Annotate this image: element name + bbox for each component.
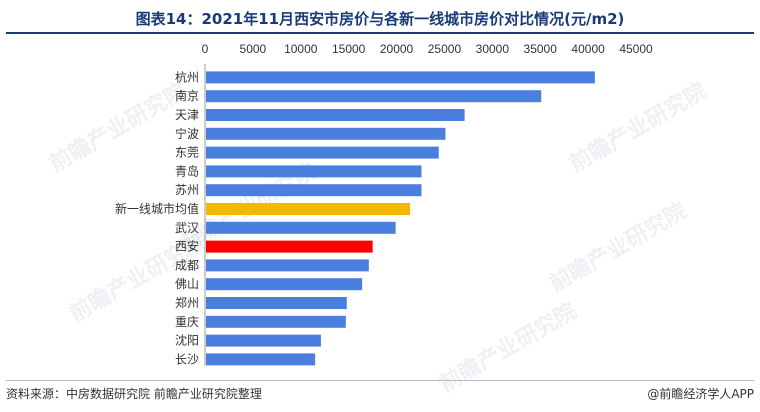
bar-chart: 0 5000 10000 15000 20000 25000 30000 35000 40000… [115, 42, 653, 366]
y-category-label: 新一线城市均值 [115, 201, 199, 216]
y-category-label: 长沙 [175, 352, 199, 366]
y-category-label: 宁波 [175, 126, 199, 141]
bar [206, 278, 363, 291]
source-note: 资料来源：中房数据研究院 前瞻产业研究院整理 [6, 387, 262, 401]
y-category-label: 天津 [175, 108, 199, 122]
bar [206, 109, 465, 121]
bar [206, 203, 411, 215]
bar [206, 71, 595, 84]
bar [206, 221, 396, 234]
y-category-label: 沈阳 [175, 333, 199, 348]
x-tick-label: 40000 [571, 42, 605, 56]
x-tick-label: 5000 [240, 42, 267, 56]
footer: 资料来源：中房数据研究院 前瞻产业研究院整理 @前瞻经济学人APP [6, 380, 754, 407]
x-tick-label: 25000 [428, 42, 462, 56]
bar [206, 334, 321, 347]
y-category-label: 苏州 [175, 183, 199, 197]
bar [206, 90, 542, 103]
y-category-label: 武汉 [175, 221, 199, 235]
x-tick-label: 15000 [332, 42, 366, 56]
bar [206, 146, 439, 159]
bar [206, 259, 369, 272]
y-category-label: 南京 [175, 88, 199, 103]
x-tick-label: 35000 [524, 42, 558, 56]
x-tick-label: 20000 [380, 42, 414, 56]
chart-title: 图表14：2021年11月西安市房价与各新一线城市房价对比情况(元/m2) [135, 10, 625, 28]
y-category-label: 重庆 [175, 315, 199, 329]
y-category-label: 郑州 [175, 295, 199, 310]
y-category-label: 青岛 [175, 163, 199, 178]
x-tick-label: 10000 [284, 42, 318, 56]
bar [206, 315, 346, 328]
bar [206, 353, 316, 366]
x-tick-label: 45000 [619, 42, 653, 56]
bar [206, 240, 373, 253]
y-category-label: 西安 [175, 239, 199, 254]
bar [206, 165, 422, 178]
bar [206, 297, 347, 309]
x-tick-label: 0 [202, 42, 209, 56]
title-divider [6, 32, 754, 34]
y-category-label: 佛山 [175, 277, 199, 291]
bar [206, 127, 446, 140]
credit-note: @前瞻经济学人APP [647, 387, 754, 401]
y-category-label: 杭州 [175, 69, 199, 84]
bar [206, 184, 422, 197]
y-category-label: 成都 [175, 258, 199, 272]
x-tick-label: 30000 [476, 42, 510, 56]
y-category-label: 东莞 [175, 146, 199, 160]
